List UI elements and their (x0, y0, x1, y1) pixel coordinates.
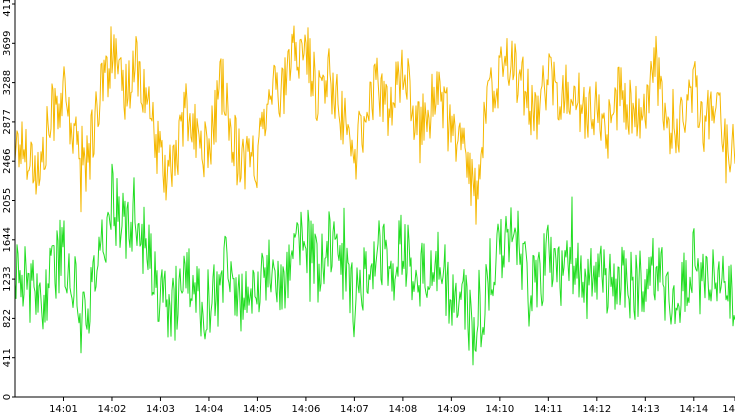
series-line-2 (14, 163, 735, 366)
y-tick-label: 3288 (2, 70, 13, 95)
x-tick-label: 14:04 (195, 404, 224, 415)
x-tick-label: 14:09 (437, 404, 466, 415)
y-tick-label: 2055 (2, 188, 13, 213)
y-tick-label: 2466 (2, 148, 13, 173)
y-tick-label: 3699 (2, 31, 13, 56)
x-tick-label: 14:07 (340, 404, 369, 415)
y-tick-label: 822 (2, 309, 13, 328)
y-tick-label: 2877 (2, 109, 13, 134)
plot-area (14, 25, 735, 366)
x-tick-label: 14:13 (631, 404, 660, 415)
x-tick-label: 14:10 (485, 404, 514, 415)
y-tick-label: 1233 (2, 266, 13, 291)
x-tick-label: 14:02 (98, 404, 127, 415)
x-tick-label: 14:01 (49, 404, 78, 415)
x-tick-label: 14 (722, 404, 735, 415)
y-axis: 0 411 822 1233 1644 2055 2466 2877 3288 3699 4110 (2, 0, 16, 400)
series-line-1 (14, 25, 735, 225)
x-tick-label: 14:11 (534, 404, 563, 415)
x-tick-label: 14:12 (582, 404, 611, 415)
y-tick-label: 4110 (2, 0, 13, 17)
x-tick-label: 14:05 (243, 404, 272, 415)
x-axis: 14:01 14:02 14:03 14:04 14:05 14:06 14:07 14:08… (15, 396, 735, 415)
x-tick-label: 14:06 (291, 404, 320, 415)
y-tick-label: 1644 (2, 227, 13, 252)
x-tick-label: 14:03 (146, 404, 175, 415)
x-tick-label: 14:08 (388, 404, 417, 415)
y-tick-label: 0 (2, 394, 13, 400)
x-tick-label: 14:14 (679, 404, 708, 415)
y-tick-label: 411 (2, 348, 13, 367)
